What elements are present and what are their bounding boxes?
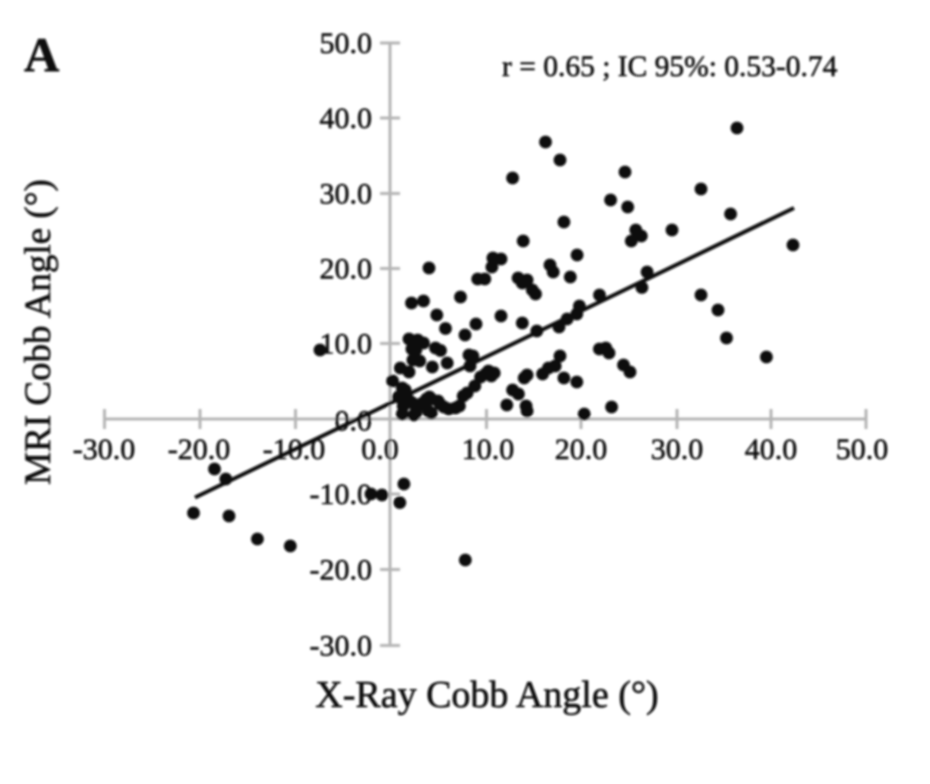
svg-text:40.0: 40.0 xyxy=(320,102,373,135)
svg-text:20.0: 20.0 xyxy=(555,433,608,466)
svg-text:A: A xyxy=(24,27,60,82)
svg-text:-20.0: -20.0 xyxy=(310,554,373,587)
svg-text:r = 0.65 ; IC 95%: 0.53-0.74: r = 0.65 ; IC 95%: 0.53-0.74 xyxy=(502,51,838,83)
svg-text:0.0: 0.0 xyxy=(335,405,373,438)
svg-text:-30.0: -30.0 xyxy=(73,433,136,466)
svg-text:20.0: 20.0 xyxy=(320,253,373,286)
svg-text:40.0: 40.0 xyxy=(745,433,798,466)
svg-text:0.0: 0.0 xyxy=(361,433,399,466)
svg-text:10.0: 10.0 xyxy=(462,433,515,466)
svg-text:50.0: 50.0 xyxy=(320,27,373,60)
svg-text:-20.0: -20.0 xyxy=(168,433,231,466)
svg-text:30.0: 30.0 xyxy=(651,433,704,466)
svg-text:50.0: 50.0 xyxy=(836,433,889,466)
svg-text:MRI Cobb Angle (°): MRI Cobb Angle (°) xyxy=(18,179,59,485)
svg-text:X-Ray Cobb Angle (°): X-Ray Cobb Angle (°) xyxy=(315,674,658,716)
svg-text:30.0: 30.0 xyxy=(320,178,373,211)
svg-text:10.0: 10.0 xyxy=(320,328,373,361)
svg-text:-10.0: -10.0 xyxy=(310,478,373,511)
svg-text:-30.0: -30.0 xyxy=(310,630,373,663)
